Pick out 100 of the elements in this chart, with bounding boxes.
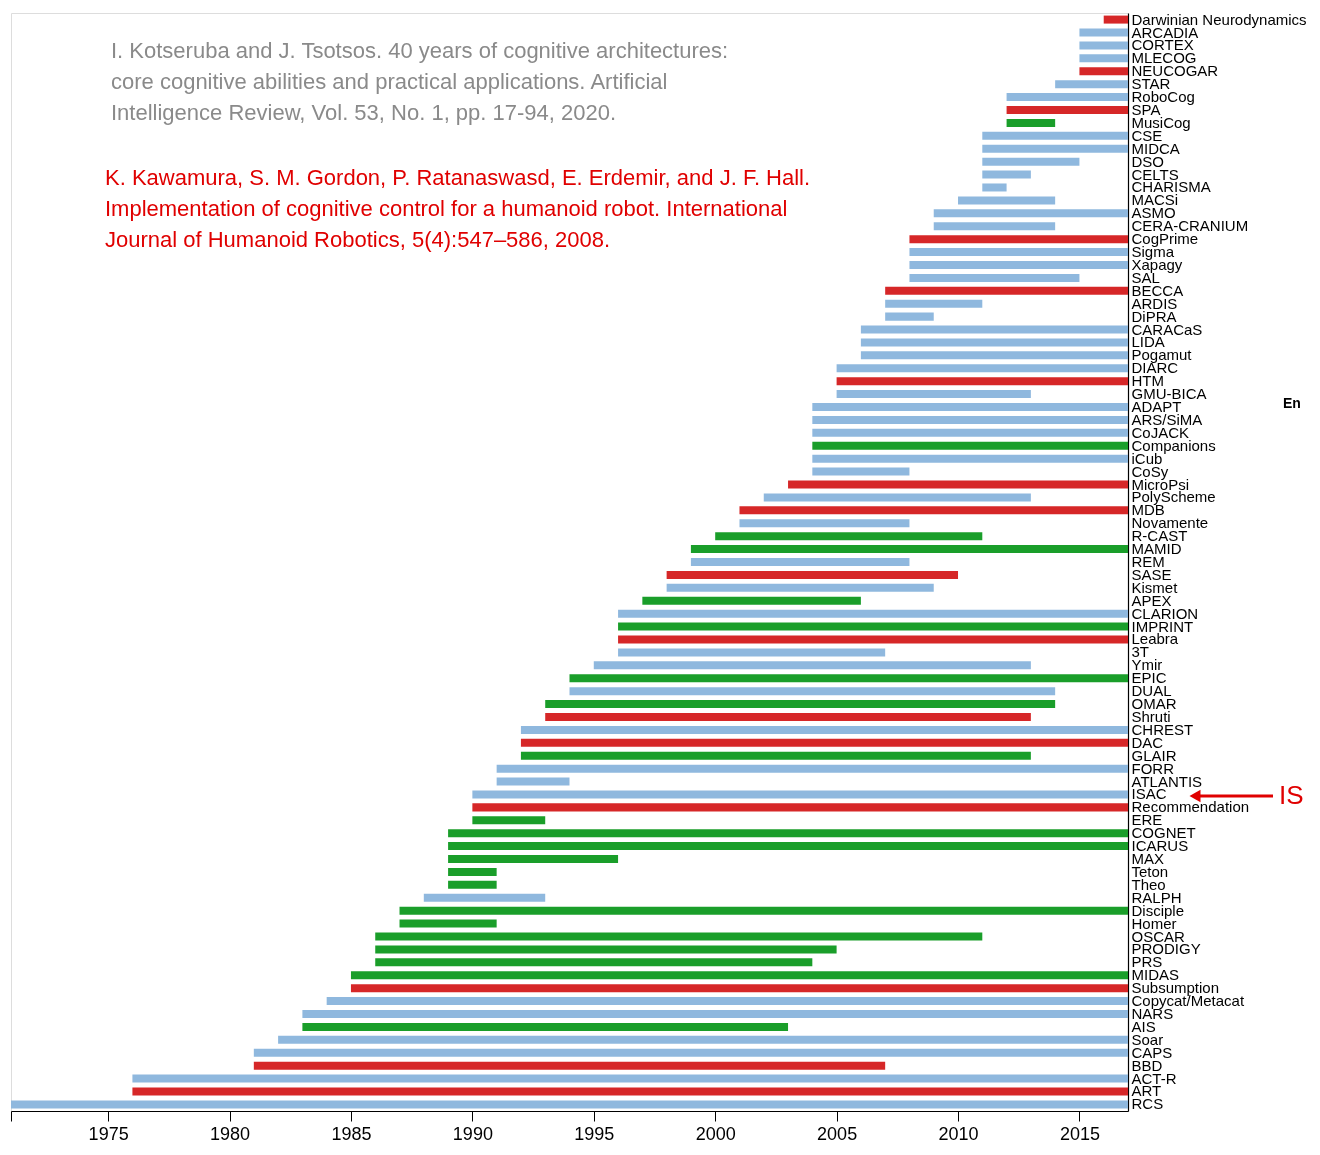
- annotation: I. Kotseruba and J. Tsotsos. 40 years of cognitive architectures: core cognitive abilities and practical applications. Artificial Intelligence Review, Vol. 53, No. 1, pp. 17-94, 2020.: [111, 38, 729, 125]
- bar: [496, 764, 1128, 773]
- bar: [302, 1022, 789, 1031]
- bar: [812, 415, 1128, 424]
- bar: [812, 428, 1128, 437]
- bar: [982, 170, 1031, 179]
- bar: [739, 506, 1128, 515]
- x-tick-label: 1980: [210, 1123, 251, 1144]
- bar: [350, 971, 1128, 980]
- x-tick-label: 1990: [452, 1123, 493, 1144]
- x-tick-label: 2010: [938, 1123, 979, 1144]
- bar: [690, 558, 910, 566]
- bar: [448, 842, 1128, 851]
- bar: [982, 131, 1128, 140]
- x-tick-label: 2005: [817, 1123, 858, 1144]
- bar: [860, 325, 1128, 334]
- bar: [909, 260, 1128, 269]
- y-tick-label: RCS: [1131, 1095, 1164, 1113]
- bar: [520, 738, 1128, 747]
- bar: [690, 545, 1128, 554]
- bar: [1103, 15, 1128, 24]
- bar: [302, 1010, 1128, 1019]
- bar: [836, 364, 1128, 373]
- bar: [399, 919, 497, 928]
- bar: [520, 751, 1031, 760]
- bar: [788, 480, 1128, 489]
- bar: [326, 997, 1128, 1006]
- bar: [666, 583, 934, 592]
- bar: [982, 157, 1080, 166]
- bar: [812, 454, 1128, 463]
- bar: [472, 816, 546, 825]
- bar: [666, 570, 959, 579]
- bar: [593, 661, 1031, 670]
- bar: [933, 209, 1128, 218]
- bar: [812, 467, 910, 476]
- bar: [618, 635, 1128, 644]
- bar: [1055, 80, 1128, 89]
- bar: [763, 493, 1031, 502]
- bar: [375, 958, 813, 967]
- bar: [545, 700, 1056, 709]
- x-tick-label: 2000: [695, 1123, 736, 1144]
- bar: [1006, 93, 1128, 102]
- text: En: [1283, 395, 1301, 411]
- bar: [11, 1100, 1128, 1109]
- bar: [448, 829, 1128, 838]
- bar: [618, 648, 886, 657]
- bar: [885, 286, 1128, 295]
- y-tick-label: Darwinian Neurodynamics: [1131, 10, 1307, 28]
- bar: [132, 1074, 1128, 1083]
- x-tick-label: 1975: [88, 1123, 129, 1144]
- bar: [448, 867, 497, 876]
- bar: [545, 712, 1031, 721]
- bar: [885, 299, 983, 308]
- bar: [1079, 54, 1128, 63]
- x-tick-label: 1995: [574, 1123, 615, 1144]
- bar: [375, 932, 983, 941]
- bar: [885, 312, 934, 321]
- x-tick-label: 2015: [1059, 1123, 1100, 1144]
- bar: [958, 196, 1056, 205]
- bar: [132, 1087, 1128, 1096]
- bar: [1079, 67, 1128, 76]
- bar: [350, 984, 1128, 993]
- bar: [836, 377, 1128, 386]
- bar: [642, 596, 861, 605]
- bar: [253, 1048, 1128, 1057]
- bar: [1079, 41, 1128, 50]
- bar: [982, 144, 1128, 153]
- bar: [812, 403, 1128, 412]
- bar: [472, 803, 1128, 812]
- bar: [569, 674, 1128, 683]
- bar: [836, 390, 1031, 399]
- bar: [1006, 105, 1128, 114]
- bar: [253, 1061, 886, 1070]
- bar: [982, 183, 1007, 192]
- annotation: K. Kawamura, S. M. Gordon, P. Ratanaswasd, E. Erdemir, and J. F. Hall. Implementation of cognitive control for a humanoid robot. International Journal of Humanoid Robotics, 5(4):547–586, 2008.: [105, 165, 811, 252]
- bar: [860, 351, 1128, 360]
- x-tick-label: 1985: [331, 1123, 372, 1144]
- bar: [399, 906, 1128, 915]
- bar: [860, 338, 1128, 347]
- bar: [715, 532, 983, 541]
- bar: [569, 687, 1056, 696]
- bar: [739, 519, 910, 528]
- bar: [375, 945, 837, 954]
- bar: [472, 790, 1128, 799]
- bar: [496, 777, 570, 786]
- bar: [909, 248, 1128, 257]
- bar: [448, 880, 497, 889]
- y-tick-label: PRS: [1131, 953, 1163, 971]
- bar: [812, 441, 1128, 450]
- bar: [520, 725, 1128, 734]
- bar: [1006, 118, 1056, 127]
- bar: [618, 622, 1128, 631]
- text: IS: [1279, 780, 1304, 810]
- bar: [1079, 28, 1128, 37]
- y-tick-label: RoboCog: [1131, 88, 1195, 106]
- bar: [448, 855, 619, 864]
- bar: [909, 235, 1128, 244]
- bar: [423, 893, 546, 902]
- bar: [933, 222, 1056, 231]
- bar: [278, 1035, 1128, 1044]
